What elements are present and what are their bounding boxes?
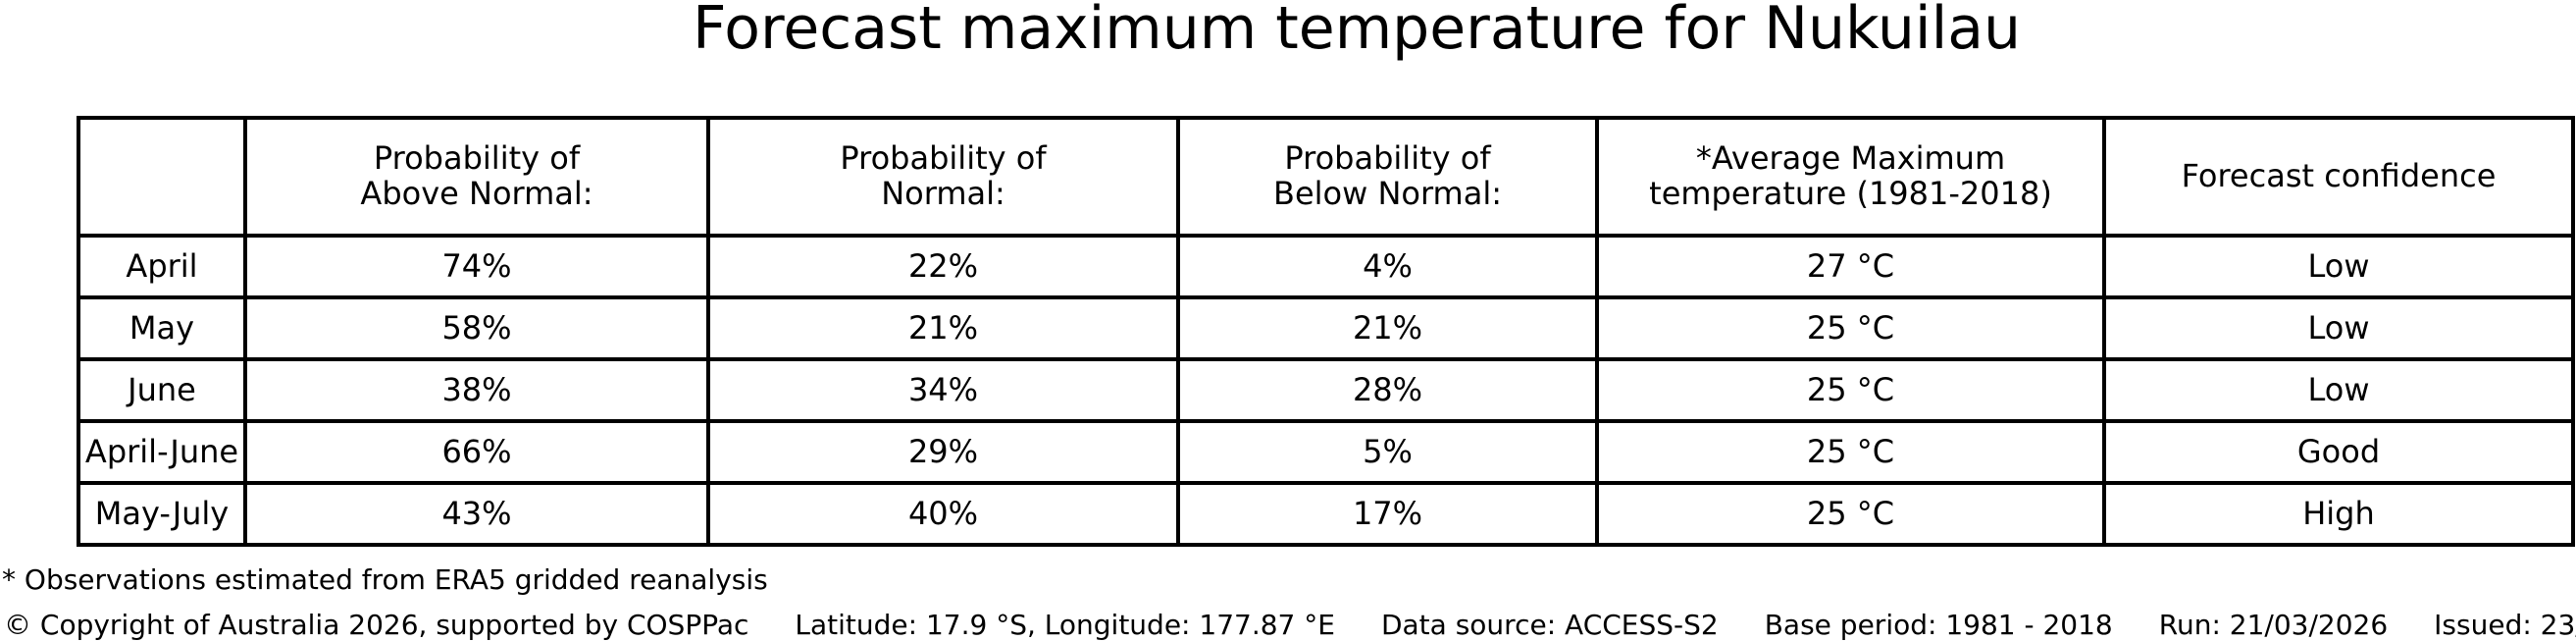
row-label: April xyxy=(77,234,247,299)
table-row-june: June 38% 34% 28% 25 °C Low xyxy=(77,357,2575,423)
confidence-cell: Low xyxy=(2102,234,2575,299)
header-row: Probability of Above Normal: Probability… xyxy=(77,116,2575,238)
lat-long-text: Latitude: 17.9 °S, Longitude: 177.87 °E xyxy=(795,609,1335,641)
prob-normal-cell: 29% xyxy=(706,419,1180,485)
prob-below-cell: 5% xyxy=(1176,419,1599,485)
base-period-text: Base period: 1981 - 2018 xyxy=(1764,609,2113,641)
col-header-normal: Probability of Normal: xyxy=(706,116,1180,238)
confidence-cell: High xyxy=(2102,481,2575,547)
prob-above-cell: 74% xyxy=(243,234,710,299)
row-label: June xyxy=(77,357,247,423)
issued-date-text: Issued: 23/03/2026 xyxy=(2434,609,2576,641)
prob-above-cell: 66% xyxy=(243,419,710,485)
col-header-below-normal: Probability of Below Normal: xyxy=(1176,116,1599,238)
avg-max-temp-cell: 25 °C xyxy=(1595,295,2106,361)
prob-below-cell: 28% xyxy=(1176,357,1599,423)
prob-normal-cell: 21% xyxy=(706,295,1180,361)
col-header-forecast-confidence: Forecast confidence xyxy=(2102,116,2575,238)
forecast-table: Probability of Above Normal: Probability… xyxy=(77,116,2575,547)
col-header-avg-max-temp: *Average Maximum temperature (1981-2018) xyxy=(1595,116,2106,238)
prob-normal-cell: 34% xyxy=(706,357,1180,423)
col-header-above-normal: Probability of Above Normal: xyxy=(243,116,710,238)
prob-below-cell: 17% xyxy=(1176,481,1599,547)
prob-below-cell: 4% xyxy=(1176,234,1599,299)
confidence-cell: Low xyxy=(2102,357,2575,423)
observations-footnote: * Observations estimated from ERA5 gridd… xyxy=(2,563,768,596)
prob-above-cell: 43% xyxy=(243,481,710,547)
avg-max-temp-cell: 25 °C xyxy=(1595,357,2106,423)
table-row-april-june: April-June 66% 29% 5% 25 °C Good xyxy=(77,419,2575,485)
prob-normal-cell: 40% xyxy=(706,481,1180,547)
footer-metadata-bar: © Copyright of Australia 2026, supported… xyxy=(4,609,2576,641)
prob-above-cell: 38% xyxy=(243,357,710,423)
corner-cell xyxy=(77,116,247,238)
table-row-may: May 58% 21% 21% 25 °C Low xyxy=(77,295,2575,361)
prob-below-cell: 21% xyxy=(1176,295,1599,361)
page-title: Forecast maximum temperature for Nukuila… xyxy=(692,0,2022,63)
confidence-cell: Low xyxy=(2102,295,2575,361)
avg-max-temp-cell: 25 °C xyxy=(1595,481,2106,547)
confidence-cell: Good xyxy=(2102,419,2575,485)
avg-max-temp-cell: 25 °C xyxy=(1595,419,2106,485)
prob-above-cell: 58% xyxy=(243,295,710,361)
avg-max-temp-cell: 27 °C xyxy=(1595,234,2106,299)
table-row-april: April 74% 22% 4% 27 °C Low xyxy=(77,234,2575,299)
row-label: May xyxy=(77,295,247,361)
run-date-text: Run: 21/03/2026 xyxy=(2158,609,2389,641)
row-label: May-July xyxy=(77,481,247,547)
row-label: April-June xyxy=(77,419,247,485)
table-row-may-july: May-July 43% 40% 17% 25 °C High xyxy=(77,481,2575,547)
copyright-text: © Copyright of Australia 2026, supported… xyxy=(4,609,749,641)
data-source-text: Data source: ACCESS-S2 xyxy=(1380,609,1719,641)
prob-normal-cell: 22% xyxy=(706,234,1180,299)
